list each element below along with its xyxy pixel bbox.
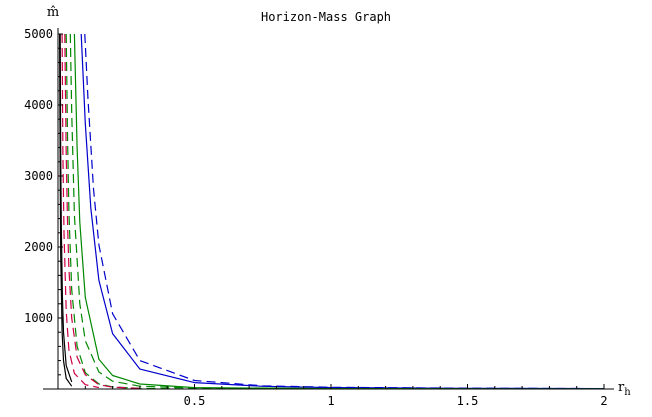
x-axis-label-sub: h <box>624 387 631 398</box>
x-ticks: 0.5 1 1.5 2 <box>84 384 608 408</box>
series-line-6 <box>64 33 140 389</box>
series-line-3 <box>73 33 605 390</box>
series-line-5 <box>65 33 195 390</box>
series-line-9 <box>59 33 73 383</box>
x-tick-label: 2 <box>600 394 607 408</box>
y-ticks: 1000 2000 3000 4000 5000 <box>24 27 63 376</box>
series-line-1 <box>80 33 605 390</box>
y-axis-label: m̂ <box>47 5 59 20</box>
series-line-7 <box>61 33 100 389</box>
x-axis-label-text: rh <box>618 380 631 398</box>
curve-group <box>59 33 605 390</box>
y-tick-label: 5000 <box>24 27 53 41</box>
x-tick-label: 1.5 <box>457 394 479 408</box>
y-tick-label: 4000 <box>24 98 53 112</box>
series-line-4 <box>69 33 332 390</box>
x-tick-label: 0.5 <box>184 394 206 408</box>
y-tick-label: 3000 <box>24 169 53 183</box>
axes <box>43 28 614 390</box>
chart-title: Horizon-Mass Graph <box>261 10 391 24</box>
y-tick-label: 1000 <box>24 311 53 325</box>
y-tick-label: 2000 <box>24 240 53 254</box>
x-tick-label: 1 <box>327 394 334 408</box>
series-line-2 <box>84 33 605 390</box>
x-axis-label: rh <box>618 380 631 398</box>
y-axis-label-text: m̂ <box>47 5 59 20</box>
x-axis-label-main: r <box>618 380 625 395</box>
